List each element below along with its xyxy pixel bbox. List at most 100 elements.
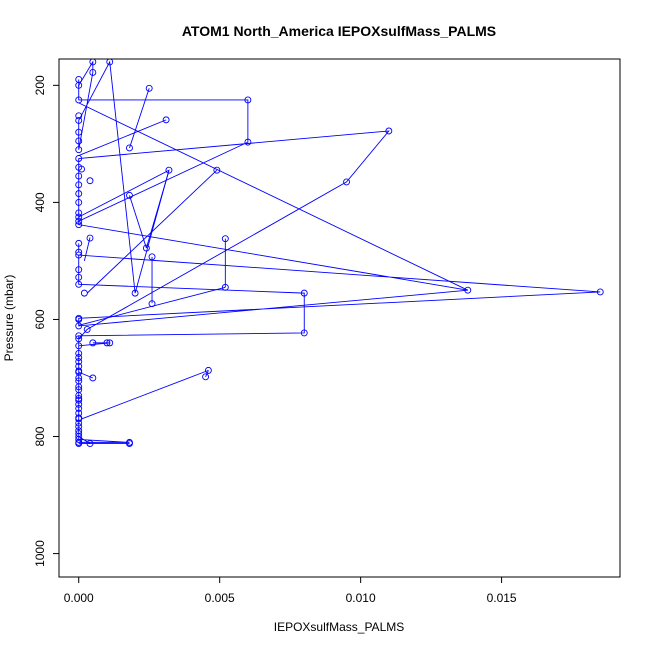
data-point [75, 395, 83, 402]
data-point [75, 239, 83, 247]
y-axis-label: Pressure (mbar) [2, 275, 16, 362]
data-point [75, 146, 83, 154]
plot-area [75, 59, 604, 447]
data-point [89, 339, 97, 347]
data-point [596, 288, 604, 296]
data-point [78, 165, 86, 173]
data-point [300, 329, 308, 337]
data-point [75, 404, 83, 412]
data-point [204, 366, 212, 374]
data-point [75, 181, 83, 189]
data-point [126, 440, 133, 447]
data-point [75, 280, 83, 288]
data-point [86, 440, 94, 447]
data-point [75, 172, 83, 180]
data-point [300, 289, 308, 297]
data-point [75, 76, 83, 83]
data-point [80, 289, 88, 297]
x-tick-label: 0.005 [205, 591, 235, 605]
data-point [75, 377, 83, 385]
data-point [464, 286, 472, 294]
series-segment [78, 342, 110, 347]
data-point [385, 127, 393, 135]
series-segment [205, 370, 209, 378]
data-point [343, 178, 350, 186]
data-point [75, 342, 83, 350]
x-axis: 0.000 0.005 0.010 0.015 [64, 576, 517, 605]
y-tick-label: 1000 [33, 540, 47, 567]
data-point [131, 289, 139, 297]
data-point [75, 440, 83, 447]
data-point [213, 166, 221, 174]
data-point [162, 116, 170, 124]
data-point [75, 430, 83, 438]
data-point [75, 112, 83, 120]
data-point [75, 358, 83, 366]
data-point [75, 128, 83, 136]
x-axis-label: IEPOXsulfMass_PALMS [274, 620, 405, 634]
data-point [75, 137, 83, 145]
data-point [126, 191, 133, 199]
data-point [221, 235, 229, 243]
data-point [145, 84, 153, 92]
data-point [221, 283, 229, 291]
data-point [75, 386, 83, 394]
data-point [75, 419, 83, 427]
data-point [75, 396, 83, 404]
data-point [75, 155, 83, 162]
data-point [86, 234, 94, 242]
data-point [75, 414, 83, 422]
data-point [75, 423, 83, 431]
y-tick-label: 200 [33, 75, 47, 95]
series-segment [81, 369, 209, 420]
data-point [75, 349, 83, 357]
data-point [142, 244, 150, 252]
data-point [75, 217, 83, 225]
data-point [148, 300, 156, 308]
series-segment [129, 195, 147, 249]
data-point [75, 198, 83, 206]
y-axis: 200 400 600 800 1000 [33, 75, 60, 567]
data-point [202, 373, 210, 381]
data-point [75, 316, 83, 323]
series-segment [145, 170, 170, 249]
data-point [75, 209, 83, 217]
data-point [89, 374, 97, 382]
data-point [75, 117, 83, 124]
data-point [75, 251, 83, 259]
x-tick-label: 0.000 [64, 591, 94, 605]
data-point [75, 248, 83, 256]
y-tick-label: 400 [33, 192, 47, 212]
series-segment [78, 102, 468, 291]
x-tick-label: 0.010 [346, 591, 376, 605]
data-point [103, 339, 111, 347]
data-point [148, 253, 156, 261]
data-point [244, 96, 252, 104]
data-point [86, 177, 94, 185]
y-tick-label: 800 [33, 426, 47, 446]
data-point [89, 59, 97, 66]
data-point [244, 138, 252, 146]
chart-title: ATOM1 North_America IEPOXsulfMass_PALMS [182, 23, 496, 39]
data-point [75, 332, 83, 340]
data-point [75, 213, 83, 221]
data-point [75, 266, 83, 274]
data-point [75, 335, 83, 343]
data-point [75, 362, 83, 370]
data-point [106, 339, 114, 347]
data-point [126, 144, 133, 152]
data-point [75, 96, 83, 104]
data-point [75, 354, 83, 361]
data-point [165, 166, 173, 174]
y-tick-label: 600 [33, 309, 47, 329]
data-point [89, 69, 97, 76]
data-point [75, 273, 83, 281]
series-segment [86, 169, 218, 294]
data-point [106, 59, 114, 66]
data-point [75, 409, 83, 417]
data-point [75, 221, 83, 229]
x-tick-label: 0.015 [487, 591, 517, 605]
series-segment [129, 88, 150, 149]
